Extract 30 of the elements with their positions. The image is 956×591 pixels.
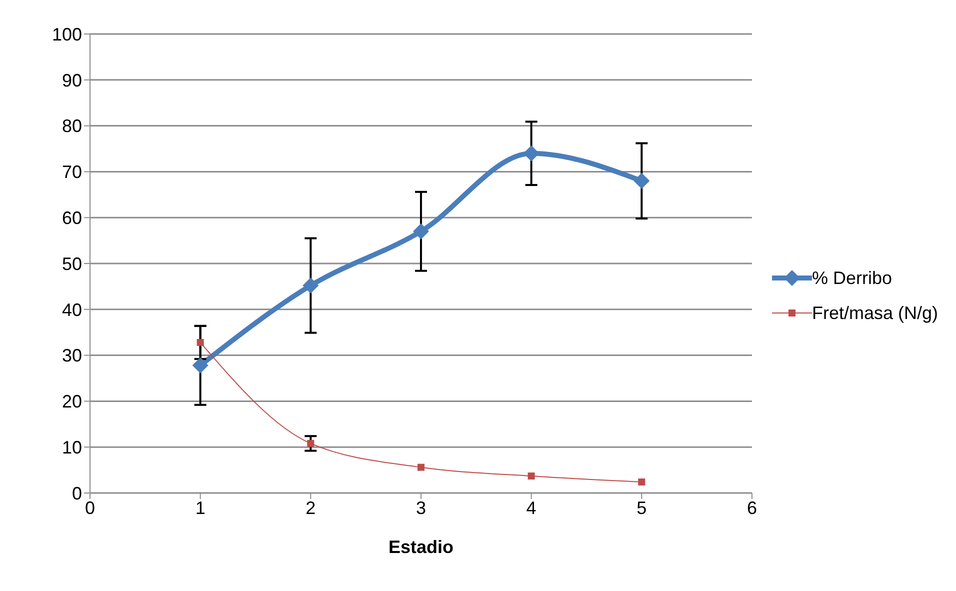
point <box>412 223 429 240</box>
y-tick-label: 20 <box>62 392 82 412</box>
y-tick-label: 100 <box>52 24 82 44</box>
y-tick-label: 90 <box>62 70 82 90</box>
y-tick-label: 30 <box>62 346 82 366</box>
x-tick-label: 0 <box>84 498 96 518</box>
y-tick-label: 60 <box>62 208 82 228</box>
point <box>638 478 646 486</box>
legend-label: Fret/masa (N/g) <box>812 302 938 324</box>
point <box>634 172 650 189</box>
x-tick-label: 5 <box>636 498 647 518</box>
point <box>196 338 204 346</box>
x-tick-label: 2 <box>306 498 316 518</box>
y-tick-label: 10 <box>62 437 82 458</box>
point <box>417 464 424 471</box>
y-tick-label: 50 <box>62 254 82 274</box>
x-tick-label: 3 <box>416 498 426 518</box>
y-tick-label: 70 <box>62 162 82 182</box>
y-tick-label: 80 <box>62 116 82 136</box>
x-tick-label: 1 <box>195 498 206 518</box>
point <box>302 278 319 294</box>
legend-label: % Derribo <box>812 268 892 288</box>
point <box>192 357 208 374</box>
y-tick-label: 40 <box>62 300 82 320</box>
y-tick-label: 0 <box>72 483 82 504</box>
x-tick-label: 6 <box>746 498 757 518</box>
point <box>307 440 314 447</box>
x-axis-title: Estadio <box>388 537 454 557</box>
point <box>528 472 535 480</box>
x-tick-label: 4 <box>526 498 536 518</box>
